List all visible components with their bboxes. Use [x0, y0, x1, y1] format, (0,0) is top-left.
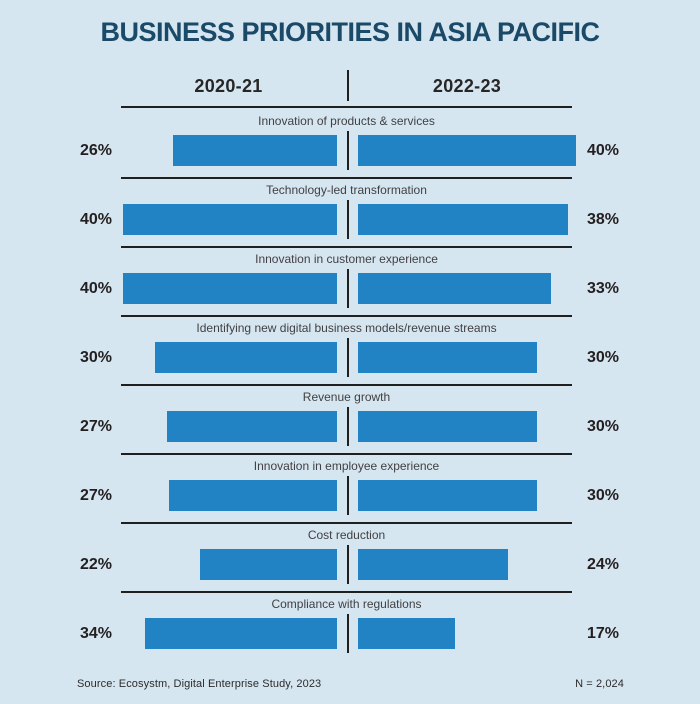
- row-center-gap: [337, 131, 358, 170]
- chart-row: Innovation of products & services 26% 40…: [0, 108, 700, 177]
- bar-2022-23: [358, 273, 551, 304]
- row-center-gap: [337, 407, 358, 446]
- value-label-2022-23: 33%: [587, 280, 620, 297]
- row-center-gap: [337, 545, 358, 584]
- category-label: Innovation in customer experience: [255, 252, 438, 266]
- chart-row: Innovation in employee experience 27% 30…: [0, 453, 700, 522]
- row-center-gap: [337, 614, 358, 653]
- value-label-2020-21: 34%: [79, 625, 112, 642]
- category-label: Innovation in employee experience: [253, 459, 440, 473]
- column-divider-line: [346, 70, 349, 101]
- bar-2020-21: [123, 273, 337, 304]
- chart-row: Cost reduction 22% 24%: [0, 522, 700, 591]
- bar-2020-21: [200, 549, 337, 580]
- bar-2020-21: [173, 135, 337, 166]
- center-divider-line: [346, 131, 349, 170]
- value-label-2022-23: 30%: [587, 418, 620, 435]
- chart-row: Innovation in customer experience 40% 33…: [0, 246, 700, 315]
- value-label-2020-21: 27%: [79, 487, 112, 504]
- value-label-2020-21: 30%: [79, 349, 112, 366]
- bar-2022-23: [358, 411, 537, 442]
- bar-2022-23: [358, 135, 576, 166]
- bar-2022-23: [358, 549, 508, 580]
- row-center-gap: [337, 338, 358, 377]
- bar-2020-21: [169, 480, 337, 511]
- chart-row: Revenue growth 27% 30%: [0, 384, 700, 453]
- bar-2020-21: [123, 204, 337, 235]
- row-separator-line: [121, 315, 572, 317]
- chart-row: Technology-led transformation 40% 38%: [0, 177, 700, 246]
- value-label-2020-21: 27%: [79, 418, 112, 435]
- value-label-2022-23: 30%: [587, 487, 620, 504]
- column-header-row: 2020-21 2022-23: [0, 70, 700, 101]
- source-note: Source: Ecosystm, Digital Enterprise Stu…: [77, 678, 322, 690]
- chart-body: Innovation of products & services 26% 40…: [0, 108, 700, 660]
- sample-size: N = 2,024: [575, 678, 624, 690]
- category-label: Innovation of products & services: [258, 114, 435, 128]
- value-label-2022-23: 17%: [587, 625, 620, 642]
- row-separator-line: [121, 522, 572, 524]
- bar-2022-23: [358, 204, 568, 235]
- center-divider-line: [346, 407, 349, 446]
- category-label: Revenue growth: [302, 390, 391, 404]
- bar-2020-21: [145, 618, 337, 649]
- center-divider-line: [346, 269, 349, 308]
- header-underline: [121, 106, 572, 108]
- center-divider-line: [346, 200, 349, 239]
- category-label: Compliance with regulations: [271, 597, 422, 611]
- column-header-2020-21: 2020-21: [194, 75, 263, 96]
- category-label: Technology-led transformation: [266, 183, 427, 197]
- bar-2022-23: [358, 618, 455, 649]
- center-divider-line: [346, 338, 349, 377]
- category-label: Cost reduction: [307, 528, 386, 542]
- bar-2020-21: [167, 411, 337, 442]
- row-separator-line: [121, 384, 572, 386]
- row-separator-line: [121, 177, 572, 179]
- chart-title: BUSINESS PRIORITIES IN ASIA PACIFIC: [100, 17, 600, 47]
- center-divider-line: [346, 545, 349, 584]
- value-label-2022-23: 30%: [587, 349, 620, 366]
- row-separator-line: [121, 453, 572, 455]
- chart-row: Compliance with regulations 34% 17%: [0, 591, 700, 660]
- category-label: Identifying new digital business models/…: [196, 321, 497, 335]
- bar-2022-23: [358, 480, 537, 511]
- value-label-2020-21: 26%: [79, 142, 112, 159]
- center-divider-line: [346, 614, 349, 653]
- row-separator-line: [121, 246, 572, 248]
- center-divider-line: [346, 476, 349, 515]
- footer: Source: Ecosystm, Digital Enterprise Stu…: [0, 678, 700, 690]
- bar-2022-23: [358, 342, 537, 373]
- chart-row: Identifying new digital business models/…: [0, 315, 700, 384]
- value-label-2020-21: 40%: [79, 280, 112, 297]
- value-label-2022-23: 24%: [587, 556, 620, 573]
- header-center-gap: [337, 70, 358, 101]
- row-center-gap: [337, 200, 358, 239]
- row-center-gap: [337, 476, 358, 515]
- row-center-gap: [337, 269, 358, 308]
- value-label-2020-21: 22%: [79, 556, 112, 573]
- bar-2020-21: [155, 342, 337, 373]
- column-header-2022-23: 2022-23: [432, 75, 502, 96]
- value-label-2020-21: 40%: [79, 211, 112, 228]
- value-label-2022-23: 40%: [587, 142, 620, 159]
- row-separator-line: [121, 591, 572, 593]
- value-label-2022-23: 38%: [587, 211, 620, 228]
